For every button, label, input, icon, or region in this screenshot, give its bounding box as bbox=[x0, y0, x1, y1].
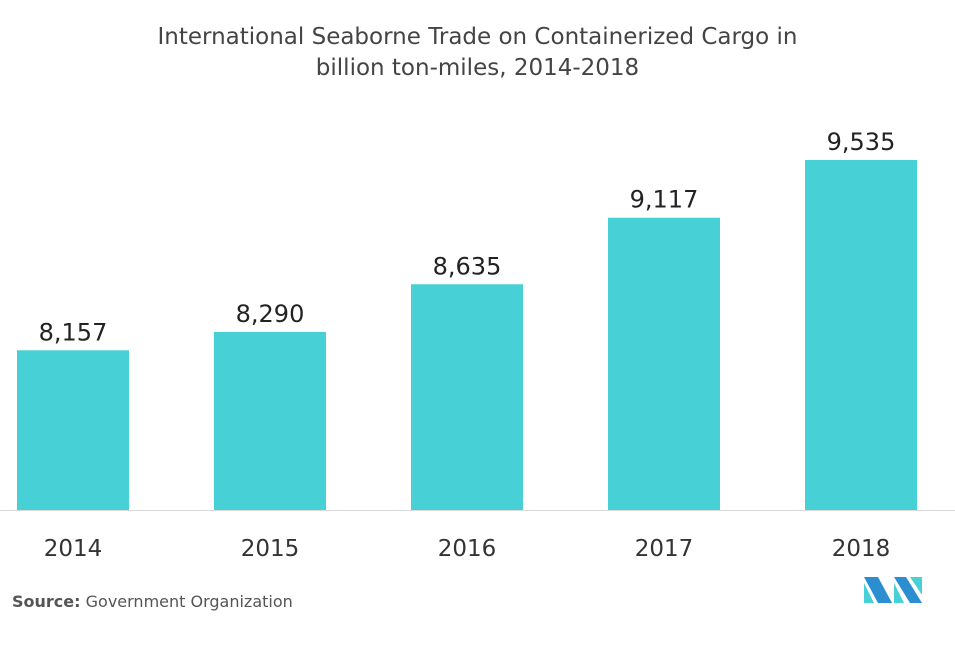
x-tick-label-2016: 2016 bbox=[438, 536, 497, 562]
bar-2016 bbox=[411, 284, 523, 510]
bar-2014 bbox=[17, 350, 129, 510]
logo-mark-right-top bbox=[910, 577, 922, 595]
chart-title-line-2: billion ton-miles, 2014-2018 bbox=[315, 55, 640, 81]
data-label-2014: 8,157 bbox=[39, 318, 108, 346]
chart-title: International Seaborne Trade on Containe… bbox=[0, 22, 955, 84]
bar-chart: 8,157 2014 8,290 2015 8,635 2016 9,117 2017 9,53… bbox=[0, 128, 955, 562]
x-tick-label-2018: 2018 bbox=[832, 536, 891, 562]
brand-logo bbox=[864, 577, 922, 603]
bar-2017 bbox=[608, 217, 720, 510]
bar-2015 bbox=[214, 331, 326, 510]
logo-mark-right bbox=[894, 577, 922, 603]
source-label: Source: bbox=[12, 592, 81, 611]
logo-mark-left bbox=[864, 577, 892, 603]
source-text: Government Organization bbox=[85, 592, 293, 611]
data-label-2016: 8,635 bbox=[433, 252, 502, 280]
data-label-2018: 9,535 bbox=[827, 128, 896, 156]
x-tick-label-2015: 2015 bbox=[241, 536, 300, 562]
x-tick-label-2017: 2017 bbox=[635, 536, 694, 562]
chart-title-line-1: International Seaborne Trade on Containe… bbox=[157, 24, 798, 50]
source-note: Source: Government Organization bbox=[12, 592, 293, 611]
logo-mark-left-bar bbox=[864, 583, 874, 603]
data-label-2017: 9,117 bbox=[630, 186, 699, 214]
logo-mark-right-bar bbox=[894, 583, 904, 603]
x-tick-label-2014: 2014 bbox=[44, 536, 103, 562]
bar-2018 bbox=[805, 160, 917, 510]
data-label-2015: 8,290 bbox=[236, 300, 305, 328]
